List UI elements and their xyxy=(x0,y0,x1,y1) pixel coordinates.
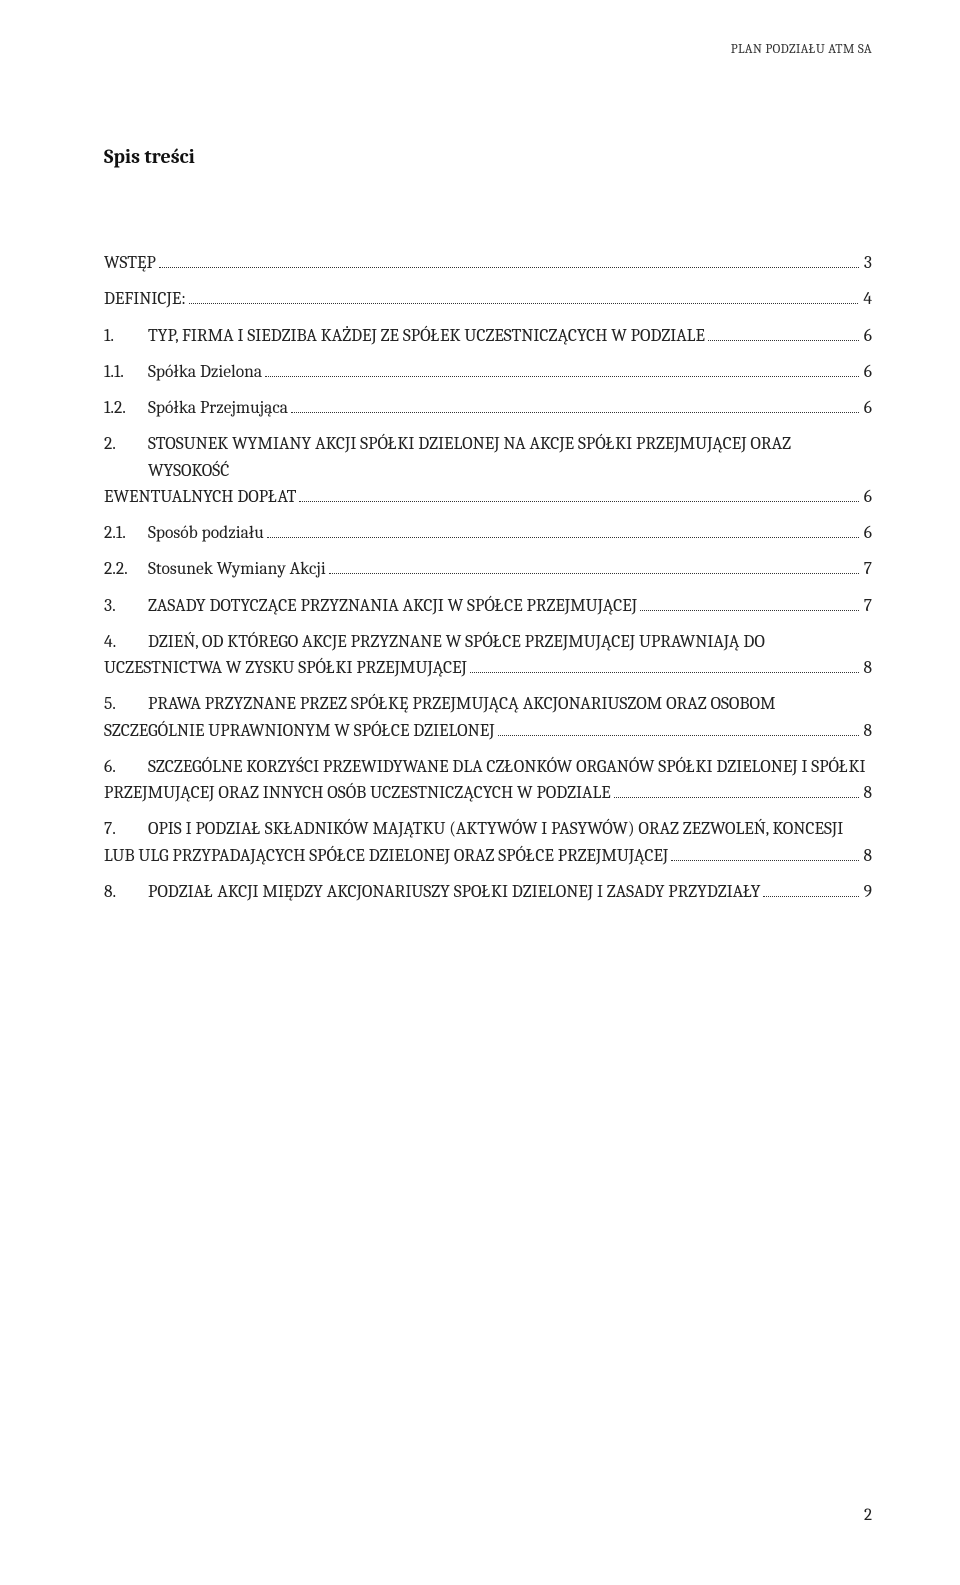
toc-entry: 2.2.Stosunek Wymiany Akcji 7 xyxy=(104,556,872,582)
toc-entry-page: 8 xyxy=(862,718,873,744)
table-of-contents: WSTĘP 3 DEFINICJE: 4 1.TYP, FIRMA I SIEDZIBA… xyxy=(104,250,872,905)
toc-entry: 7.OPIS I PODZIAŁ SKŁADNIKÓW MAJĄTKU (AKT… xyxy=(104,816,872,869)
toc-entry-line: 4.DZIEŃ, OD KTÓREGO AKCJE PRZYZNANE W SP… xyxy=(104,629,872,655)
toc-title: Spis treści xyxy=(104,145,872,168)
toc-entry-number: 2.1. xyxy=(104,520,148,546)
toc-entry-number: 1.1. xyxy=(104,359,148,385)
toc-entry-label: Stosunek Wymiany Akcji xyxy=(148,556,326,582)
running-header: PLAN PODZIAŁU ATM SA xyxy=(104,42,872,57)
toc-entry-label: Spółka Przejmująca xyxy=(148,395,288,421)
toc-entry-page: 4 xyxy=(861,286,872,312)
toc-entry-line: LUB ULG PRZYPADAJĄCYCH SPÓŁCE DZIELONEJ … xyxy=(104,843,872,869)
toc-entry-page: 6 xyxy=(862,359,872,385)
toc-entry-page: 6 xyxy=(862,484,872,510)
toc-entry-label: SZCZEGÓLNIE UPRAWNIONYM W SPÓŁCE DZIELON… xyxy=(104,718,495,744)
toc-entry-label: Spółka Dzielona xyxy=(148,359,262,385)
toc-entry: 3.ZASADY DOTYCZĄCE PRZYZNANIA AKCJI W SP… xyxy=(104,593,872,619)
toc-leader xyxy=(267,523,859,538)
toc-entry-number: 8. xyxy=(104,879,148,905)
toc-leader xyxy=(265,362,859,377)
toc-leader xyxy=(671,846,858,861)
toc-entry: 6.SZCZEGÓLNE KORZYŚCI PRZEWIDYWANE DLA C… xyxy=(104,754,872,807)
toc-entry-number: 7. xyxy=(104,816,148,842)
toc-entry-line: UCZESTNICTWA W ZYSKU SPÓŁKI PRZEJMUJĄCEJ… xyxy=(104,655,872,681)
toc-entry-line: EWENTUALNYCH DOPŁAT 6 xyxy=(104,484,872,510)
toc-leader xyxy=(470,658,859,673)
toc-entry-number: 3. xyxy=(104,593,148,619)
toc-leader xyxy=(708,326,859,341)
toc-entry-label: ZASADY DOTYCZĄCE PRZYZNANIA AKCJI W SPÓŁ… xyxy=(148,593,637,619)
toc-leader xyxy=(640,596,859,611)
toc-entry: 4.DZIEŃ, OD KTÓREGO AKCJE PRZYZNANE W SP… xyxy=(104,629,872,682)
toc-entry-line: 5.PRAWA PRZYZNANE PRZEZ SPÓŁKĘ PRZEJMUJĄ… xyxy=(104,691,872,717)
toc-leader xyxy=(614,783,859,798)
toc-entry-number: 6. xyxy=(104,754,148,780)
toc-entry-line: PRZEJMUJĄCEJ ORAZ INNYCH OSÓB UCZESTNICZ… xyxy=(104,780,872,806)
toc-entry-label: OPIS I PODZIAŁ SKŁADNIKÓW MAJĄTKU (AKTYW… xyxy=(148,816,843,842)
toc-leader xyxy=(763,882,858,897)
toc-entry: 2.STOSUNEK WYMIANY AKCJI SPÓŁKI DZIELONE… xyxy=(104,431,872,510)
toc-entry-page: 8 xyxy=(862,843,873,869)
toc-entry-label: PRAWA PRZYZNANE PRZEZ SPÓŁKĘ PRZEJMUJĄCĄ… xyxy=(148,691,776,717)
toc-entry-number: 1.2. xyxy=(104,395,148,421)
page-number: 2 xyxy=(864,1506,872,1525)
toc-leader xyxy=(291,398,859,413)
toc-entry-number: 4. xyxy=(104,629,148,655)
toc-leader xyxy=(189,289,858,304)
toc-entry-label: UCZESTNICTWA W ZYSKU SPÓŁKI PRZEJMUJĄCEJ xyxy=(104,655,467,681)
toc-entry-page: 8 xyxy=(862,780,873,806)
toc-leader xyxy=(299,487,858,502)
toc-entry-line: 7.OPIS I PODZIAŁ SKŁADNIKÓW MAJĄTKU (AKT… xyxy=(104,816,872,842)
toc-entry-page: 9 xyxy=(862,879,872,905)
toc-entry-label: STOSUNEK WYMIANY AKCJI SPÓŁKI DZIELONEJ … xyxy=(148,431,872,484)
toc-entry: 8.PODZIAŁ AKCJI MIĘDZY AKCJONARIUSZY SPO… xyxy=(104,879,872,905)
toc-entry-number: 2. xyxy=(104,431,148,457)
toc-entry-number: 2.2. xyxy=(104,556,148,582)
toc-entry-label: DZIEŃ, OD KTÓREGO AKCJE PRZYZNANE W SPÓŁ… xyxy=(148,629,765,655)
toc-entry: 5.PRAWA PRZYZNANE PRZEZ SPÓŁKĘ PRZEJMUJĄ… xyxy=(104,691,872,744)
toc-entry-label: EWENTUALNYCH DOPŁAT xyxy=(104,484,296,510)
toc-entry-page: 7 xyxy=(862,593,872,619)
toc-entry-line: SZCZEGÓLNIE UPRAWNIONYM W SPÓŁCE DZIELON… xyxy=(104,718,872,744)
toc-entry-label: WSTĘP xyxy=(104,250,156,276)
toc-leader xyxy=(329,559,859,574)
toc-entry-label: DEFINICJE: xyxy=(104,286,186,312)
toc-leader xyxy=(159,253,859,268)
toc-entry-page: 6 xyxy=(862,395,872,421)
toc-entry-number: 1. xyxy=(104,323,148,349)
toc-entry: 1.2.Spółka Przejmująca 6 xyxy=(104,395,872,421)
toc-entry: DEFINICJE: 4 xyxy=(104,286,872,312)
document-page: PLAN PODZIAŁU ATM SA Spis treści WSTĘP 3 D… xyxy=(0,0,960,1585)
toc-entry: WSTĘP 3 xyxy=(104,250,872,276)
toc-entry: 1.1.Spółka Dzielona 6 xyxy=(104,359,872,385)
toc-entry-label: TYP, FIRMA I SIEDZIBA KAŻDEJ ZE SPÓŁEK U… xyxy=(148,323,705,349)
toc-entry: 1.TYP, FIRMA I SIEDZIBA KAŻDEJ ZE SPÓŁEK… xyxy=(104,323,872,349)
toc-entry-number: 5. xyxy=(104,691,148,717)
toc-entry-page: 7 xyxy=(862,556,872,582)
toc-entry: 2.1.Sposób podziału 6 xyxy=(104,520,872,546)
toc-entry-label: LUB ULG PRZYPADAJĄCYCH SPÓŁCE DZIELONEJ … xyxy=(104,843,668,869)
toc-entry-page: 6 xyxy=(862,323,872,349)
toc-entry-label: SZCZEGÓLNE KORZYŚCI PRZEWIDYWANE DLA CZŁ… xyxy=(148,754,866,780)
toc-entry-line: 6.SZCZEGÓLNE KORZYŚCI PRZEWIDYWANE DLA C… xyxy=(104,754,872,780)
toc-entry-page: 3 xyxy=(862,250,872,276)
toc-entry-label: PRZEJMUJĄCEJ ORAZ INNYCH OSÓB UCZESTNICZ… xyxy=(104,780,611,806)
toc-entry-line: 2.STOSUNEK WYMIANY AKCJI SPÓŁKI DZIELONE… xyxy=(104,431,872,484)
toc-entry-page: 8 xyxy=(862,655,873,681)
toc-entry-label: Sposób podziału xyxy=(148,520,264,546)
toc-entry-page: 6 xyxy=(862,520,872,546)
toc-entry-label: PODZIAŁ AKCJI MIĘDZY AKCJONARIUSZY SPOŁK… xyxy=(148,879,760,905)
toc-leader xyxy=(498,721,859,736)
